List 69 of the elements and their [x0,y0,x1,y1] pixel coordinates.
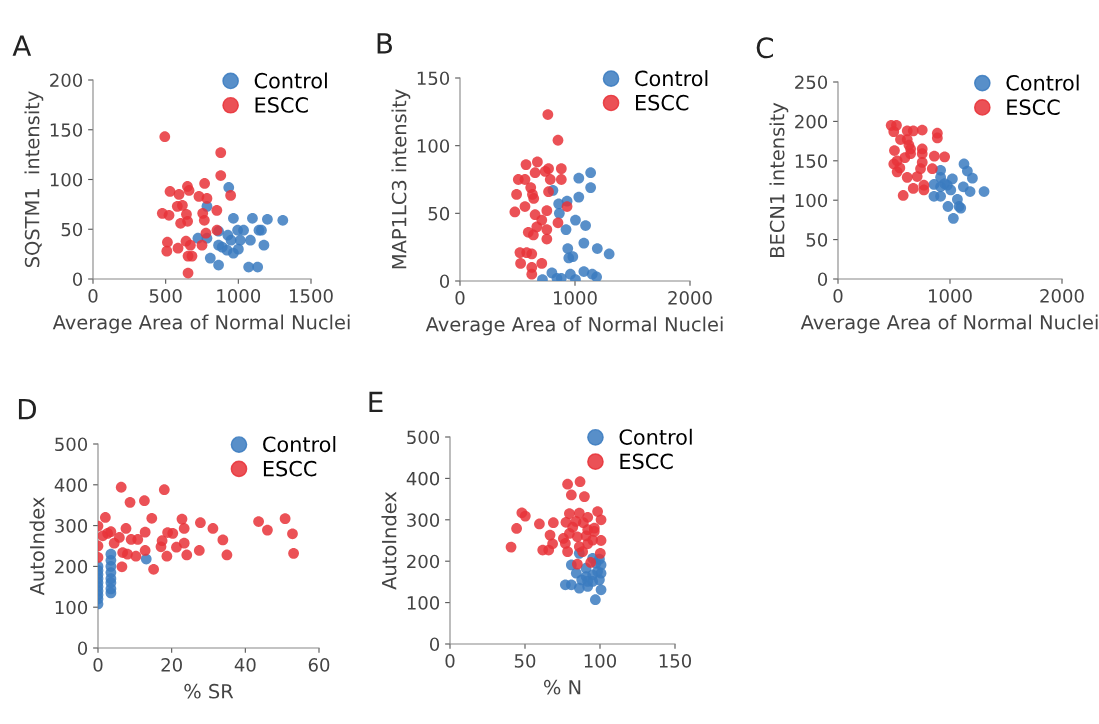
x-tick-label: 150 [659,654,692,668]
legend-label: Control [263,436,336,453]
y-tick-label: 0 [439,274,450,289]
x-tick-label: 2000 [668,291,712,305]
y-tick-label: 400 [406,471,440,486]
y-axis-title: SQSTM1 intensity [24,91,44,268]
y-tick-label: 400 [54,478,88,492]
y-tick-label: 0 [72,272,83,287]
x-axis-title: % N [543,679,581,695]
y-tick-label: 0 [77,641,88,656]
x-tick-label: 60 [308,658,330,672]
x-tick-label: 1500 [290,289,333,303]
x-tick-label: 500 [149,289,182,303]
chart-title: C [756,37,774,59]
legend-label: ESCC [636,94,689,111]
y-axis-title: BECN1 intensity [769,102,789,257]
legend-label: Control [1006,74,1079,91]
x-tick-label: 40 [234,658,256,672]
legend-label: Control [254,72,327,89]
y-axis-title: AutoIndex [381,491,397,590]
chart-title: A [12,35,32,56]
y-tick-label: 250 [795,75,828,90]
x-tick-label: 20 [161,658,182,672]
y-tick-label: 100 [417,139,450,153]
y-tick-label: 100 [55,600,88,615]
legend-label: Control [619,428,692,445]
y-tick-label: 50 [428,206,450,221]
x-axis-title: Average Area of Normal Nuclei [800,314,1098,334]
legend-label: ESCC [1007,99,1060,116]
y-tick-label: 50 [61,222,83,237]
y-tick-label: 100 [50,172,83,187]
x-tick-label: 0 [833,289,843,303]
y-tick-label: 300 [407,513,440,527]
legend-label: Control [635,70,708,87]
legend-label: ESCC [620,453,673,470]
y-tick-label: 150 [50,123,83,137]
chart-title: B [377,33,392,54]
y-tick-label: 150 [795,154,828,168]
y-tick-label: 500 [407,430,440,445]
legend-label: ESCC [263,460,317,477]
y-tick-label: 200 [55,559,88,574]
chart-title: E [369,391,383,413]
y-tick-label: 200 [795,114,828,129]
y-tick-label: 100 [407,596,440,610]
x-tick-label: 0 [88,289,98,303]
x-tick-label: 0 [93,658,103,672]
y-tick-label: 100 [795,193,828,208]
y-axis-title: MAP1LC3 intensity [391,89,411,269]
x-tick-label: 1000 [217,289,261,303]
y-tick-label: 500 [55,437,88,452]
y-tick-label: 50 [806,233,828,247]
y-axis-title: AutoIndex [29,497,45,596]
y-tick-label: 0 [817,272,828,287]
x-axis-title: % SR [184,683,234,699]
chart-title: D [18,399,36,420]
x-axis-title: Average Area of Normal Nuclei [425,316,723,336]
legend-label: ESCC [255,97,308,113]
x-tick-label: 1000 [929,289,972,303]
x-tick-label: 1000 [554,291,597,305]
y-tick-label: 200 [407,554,440,569]
y-tick-label: 150 [417,71,450,86]
x-tick-label: 0 [455,291,465,305]
y-tick-label: 0 [429,637,440,652]
x-tick-label: 50 [514,654,536,668]
x-tick-label: 100 [584,654,617,668]
y-tick-label: 200 [50,73,83,88]
x-axis-title: Average Area of Normal Nuclei [52,314,350,334]
y-tick-label: 300 [55,519,88,533]
x-tick-label: 2000 [1040,289,1084,303]
